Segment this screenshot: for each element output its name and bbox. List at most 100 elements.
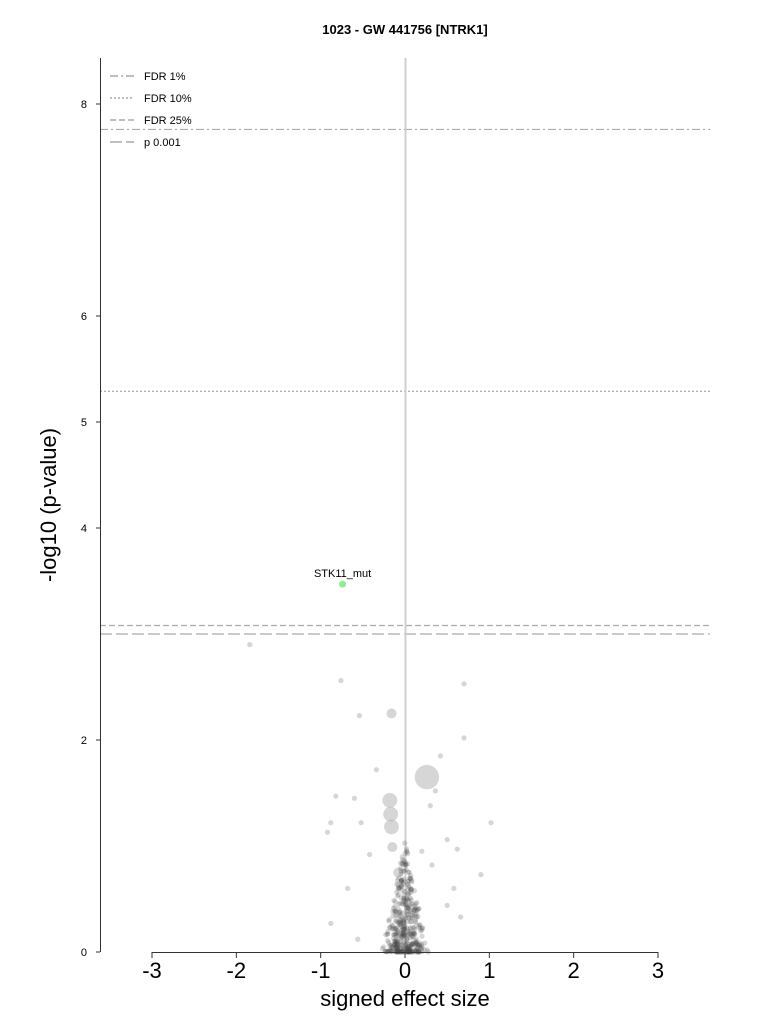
highlighted-points: STK11_mut: [314, 568, 371, 588]
data-point: [366, 851, 373, 858]
cluster-point: [390, 908, 396, 915]
cluster-point: [409, 877, 415, 884]
cluster-point: [406, 944, 412, 950]
cluster-point: [397, 945, 404, 951]
x-tick-label: -2: [227, 958, 247, 983]
cluster-point: [417, 940, 423, 946]
cluster-point: [416, 942, 422, 948]
cluster-point: [404, 946, 411, 952]
cluster-point: [393, 944, 399, 951]
cluster-point: [409, 940, 415, 947]
cluster-point: [396, 885, 402, 891]
cluster-point: [400, 879, 407, 885]
cluster-point: [410, 915, 416, 921]
cluster-point: [410, 924, 416, 930]
cluster-point: [398, 878, 404, 885]
cluster-point: [395, 886, 401, 892]
cluster-point: [393, 932, 399, 938]
cluster-point: [403, 866, 409, 873]
cluster-point: [395, 941, 401, 947]
cluster-point: [418, 928, 424, 934]
y-tick-label: 8: [81, 99, 87, 111]
cluster-point: [401, 895, 407, 902]
cluster-point: [411, 907, 417, 914]
cluster-point: [418, 945, 425, 951]
cluster-point: [404, 926, 410, 932]
cluster-point: [398, 949, 404, 955]
cluster-point: [401, 920, 407, 926]
cluster-point: [393, 939, 399, 945]
cluster-point: [402, 945, 408, 951]
cluster-point: [394, 931, 400, 937]
cluster-point: [408, 873, 414, 879]
cluster-point: [405, 947, 412, 953]
cluster-point: [413, 911, 419, 917]
cluster-point: [404, 940, 410, 946]
cluster-point: [405, 878, 411, 884]
cluster-point: [404, 881, 411, 887]
dense-cluster: [379, 840, 431, 955]
cluster-point: [379, 946, 386, 952]
cluster-point: [408, 929, 414, 935]
cluster-point: [412, 907, 418, 913]
cluster-point: [404, 947, 410, 953]
cluster-point: [385, 937, 391, 944]
cluster-point: [401, 925, 407, 931]
cluster-point: [404, 949, 410, 955]
cluster-point: [416, 922, 422, 928]
cluster-point: [406, 931, 412, 937]
cluster-point: [392, 941, 398, 947]
cluster-point: [400, 930, 406, 936]
cluster-point: [412, 906, 418, 912]
cluster-point: [403, 862, 409, 868]
cluster-point: [401, 868, 407, 874]
cluster-point: [403, 941, 409, 947]
cluster-point: [403, 846, 410, 852]
cluster-point: [394, 944, 400, 950]
data-point: [333, 793, 339, 799]
x-axis: -3 -2 -1 0 1 2 3: [142, 952, 664, 983]
cluster-point: [407, 949, 413, 955]
cluster-point: [389, 943, 396, 949]
data-point: [373, 767, 379, 773]
cluster-point: [401, 861, 407, 868]
y-tick-label: 6: [81, 311, 87, 323]
cluster-point: [404, 945, 410, 951]
cluster-point: [399, 933, 405, 939]
cluster-point: [408, 886, 414, 893]
legend-label: FDR 25%: [144, 115, 192, 127]
cluster-point: [403, 945, 409, 951]
cluster-point: [386, 916, 392, 923]
cluster-point: [402, 913, 408, 919]
cluster-point: [404, 938, 410, 944]
cluster-point: [416, 923, 422, 930]
cluster-point: [397, 913, 403, 919]
cluster-point: [395, 913, 401, 919]
cluster-point: [392, 925, 399, 932]
data-point: [358, 820, 364, 826]
cluster-point: [406, 947, 412, 953]
cluster-point: [406, 869, 412, 875]
data-point: [478, 872, 484, 878]
cluster-point: [390, 926, 397, 932]
cluster-point: [400, 947, 407, 953]
cluster-point: [396, 949, 402, 955]
cluster-point: [409, 912, 415, 919]
cluster-point: [405, 949, 411, 955]
cluster-point: [408, 918, 415, 925]
cluster-point: [405, 886, 411, 893]
x-axis-title: signed effect size: [320, 986, 490, 1011]
cluster-point: [397, 921, 404, 927]
cluster-point: [388, 944, 394, 950]
cluster-point: [401, 858, 407, 864]
cluster-point: [387, 924, 393, 930]
cluster-point: [401, 892, 407, 898]
cluster-point: [399, 934, 405, 940]
cluster-point: [404, 904, 411, 911]
cluster-point: [419, 944, 425, 950]
cluster-point: [405, 882, 411, 888]
legend-label: p 0.001: [144, 137, 181, 149]
cluster-point: [398, 895, 404, 901]
cluster-point: [408, 907, 414, 913]
cluster-point: [389, 926, 395, 932]
